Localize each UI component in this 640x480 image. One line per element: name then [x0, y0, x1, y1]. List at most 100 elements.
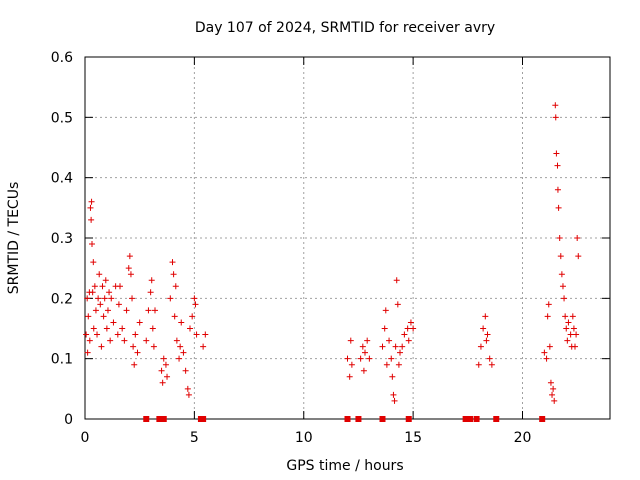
data-point: [407, 319, 414, 326]
data-point: [119, 325, 126, 332]
data-point: [123, 307, 130, 314]
data-point: [89, 289, 96, 296]
data-point: [180, 349, 187, 356]
data-point: [552, 102, 559, 109]
data-point: [172, 283, 179, 290]
data-point: [170, 271, 177, 278]
data-point: [391, 397, 398, 404]
data-point: [394, 301, 401, 308]
data-point: [99, 283, 106, 290]
y-tick-label: 0.5: [51, 110, 73, 126]
data-point: [395, 361, 402, 368]
data-point: [91, 283, 98, 290]
data-point: [484, 331, 491, 338]
data-point: [200, 343, 207, 350]
data-point: [346, 373, 353, 380]
data-point: [110, 319, 117, 326]
data-point: [96, 271, 103, 278]
data-point: [567, 331, 574, 338]
data-point: [103, 325, 110, 332]
data-point: [88, 198, 95, 205]
data-point: [106, 289, 113, 296]
zero-marker: [344, 416, 351, 422]
data-point: [344, 355, 351, 362]
data-point: [572, 343, 578, 350]
data-point: [401, 331, 408, 338]
data-point: [184, 385, 191, 392]
data-point: [159, 379, 166, 386]
data-point: [127, 271, 134, 278]
data-point: [382, 307, 389, 314]
data-point: [143, 337, 150, 344]
data-point: [169, 259, 176, 266]
data-point: [574, 235, 581, 241]
data-point: [392, 343, 399, 350]
data-point: [550, 385, 557, 392]
data-point: [83, 331, 90, 338]
data-point: [559, 283, 566, 290]
data-point: [397, 349, 403, 356]
data-point: [347, 337, 354, 344]
data-point: [187, 325, 193, 332]
data-point: [554, 186, 561, 193]
zero-markers: [143, 416, 546, 422]
y-axis-label: SRMTID / TECUs: [6, 182, 22, 295]
data-point: [348, 361, 355, 368]
data-point: [86, 337, 93, 344]
data-point: [570, 325, 577, 332]
data-point: [360, 367, 367, 374]
data-point: [102, 277, 109, 284]
data-point: [546, 343, 553, 350]
data-point: [575, 253, 582, 260]
data-point: [561, 295, 568, 302]
data-point: [89, 241, 95, 248]
data-point: [552, 114, 559, 121]
data-point: [381, 325, 388, 332]
data-point: [90, 325, 97, 332]
x-tick-label: 20: [514, 430, 532, 446]
data-point: [477, 343, 484, 350]
data-point: [390, 391, 397, 398]
data-point: [90, 259, 97, 266]
data-point: [389, 373, 396, 380]
data-point: [488, 361, 495, 368]
data-point: [541, 349, 548, 356]
data-point: [480, 325, 487, 332]
y-tick-label: 0.4: [51, 171, 73, 187]
data-point: [383, 361, 390, 368]
data-point: [132, 331, 139, 338]
data-point: [147, 289, 154, 296]
zero-marker: [539, 416, 546, 422]
data-point: [545, 301, 552, 308]
data-point: [569, 313, 576, 320]
data-point: [171, 313, 178, 320]
data-point: [557, 253, 564, 260]
data-point: [554, 162, 561, 169]
data-point: [94, 331, 101, 338]
grid: [85, 57, 610, 419]
data-point: [177, 343, 184, 350]
data-point: [121, 337, 128, 344]
data-point: [85, 313, 92, 320]
data-point: [98, 343, 105, 350]
data-point: [364, 337, 371, 344]
data-point: [150, 343, 157, 350]
data-point: [556, 235, 563, 241]
data-point: [115, 301, 122, 308]
axis-ticks: 0 0.1 0.2 0.3 0.4 0.5 0.6 0 5 10 15 20: [51, 50, 610, 446]
data-point: [178, 319, 185, 326]
data-point: [176, 355, 183, 362]
zero-marker: [355, 416, 362, 422]
data-point: [84, 295, 91, 302]
y-tick-label: 0: [64, 412, 73, 428]
data-point: [189, 313, 196, 320]
data-point: [359, 343, 366, 350]
data-point: [191, 295, 198, 302]
data-point: [553, 150, 560, 157]
data-point: [193, 331, 200, 338]
data-point: [555, 204, 562, 211]
data-point: [388, 355, 395, 362]
data-point: [152, 307, 158, 314]
